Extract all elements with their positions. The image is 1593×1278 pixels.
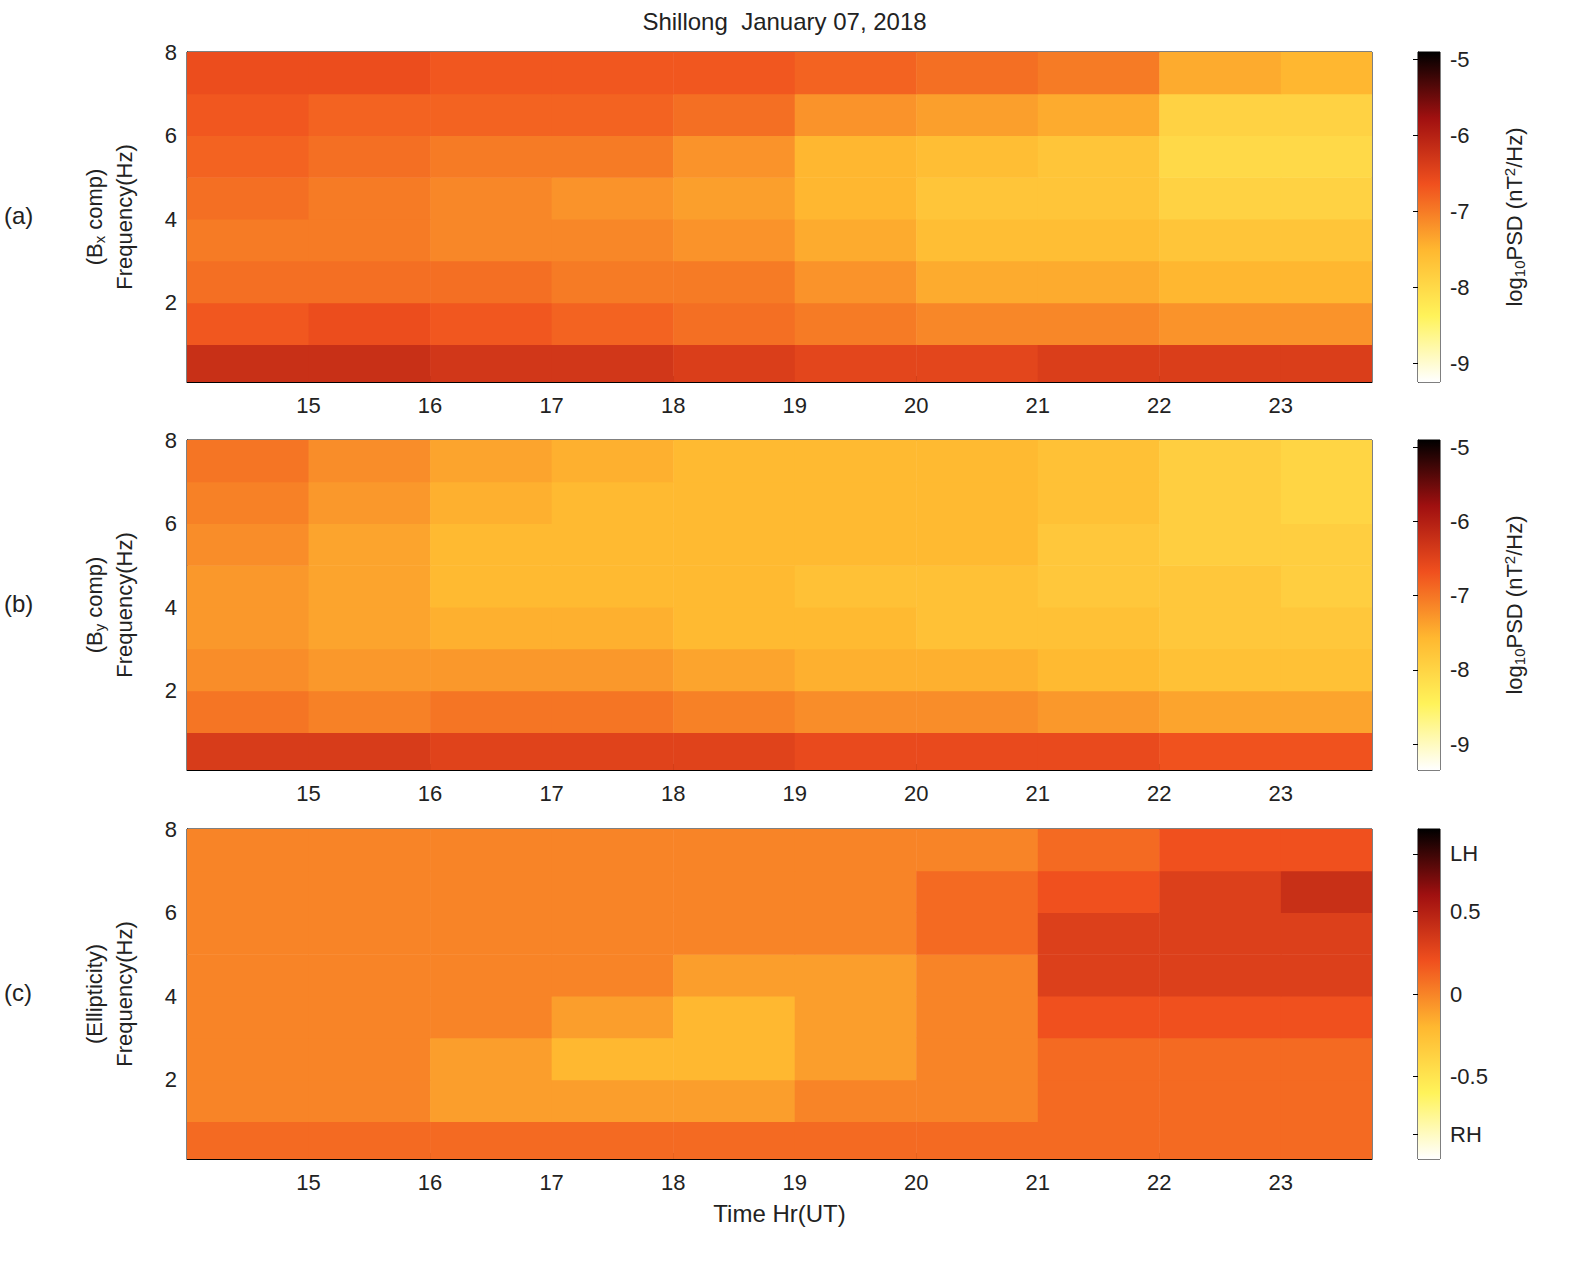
- svg-text:19: 19: [782, 393, 806, 418]
- svg-text:-7: -7: [1450, 583, 1470, 608]
- svg-text:0.5: 0.5: [1450, 899, 1481, 924]
- svg-text:(c): (c): [4, 979, 32, 1006]
- svg-text:Frequency(Hz): Frequency(Hz): [112, 532, 137, 677]
- svg-text:-6: -6: [1450, 123, 1470, 148]
- svg-text:/Hz): /Hz): [1502, 127, 1527, 167]
- svg-text:PSD (nT: PSD (nT: [1502, 564, 1527, 648]
- svg-text:2: 2: [165, 1067, 177, 1092]
- svg-text:16: 16: [418, 393, 442, 418]
- svg-text:17: 17: [539, 1170, 563, 1195]
- svg-text:-8: -8: [1450, 657, 1470, 682]
- svg-text:-0.5: -0.5: [1450, 1064, 1488, 1089]
- svg-text:(Ellipticity): (Ellipticity): [82, 944, 107, 1044]
- svg-text:20: 20: [904, 781, 928, 806]
- svg-text:21: 21: [1026, 1170, 1050, 1195]
- svg-text:6: 6: [165, 511, 177, 536]
- svg-text:0: 0: [1450, 982, 1462, 1007]
- svg-text:21: 21: [1026, 781, 1050, 806]
- svg-text:-7: -7: [1450, 199, 1470, 224]
- svg-text:23: 23: [1269, 393, 1293, 418]
- svg-text:-8: -8: [1450, 275, 1470, 300]
- svg-text:y: y: [90, 623, 108, 632]
- svg-text:4: 4: [165, 595, 177, 620]
- svg-text:18: 18: [661, 393, 685, 418]
- svg-text:8: 8: [165, 817, 177, 842]
- svg-text:4: 4: [165, 984, 177, 1009]
- svg-text:16: 16: [418, 781, 442, 806]
- svg-text:-6: -6: [1450, 509, 1470, 534]
- svg-text:23: 23: [1269, 1170, 1293, 1195]
- svg-text:LH: LH: [1450, 841, 1478, 866]
- svg-text:-5: -5: [1450, 435, 1470, 460]
- svg-text:8: 8: [165, 40, 177, 65]
- svg-text:log: log: [1502, 277, 1527, 306]
- svg-text:2: 2: [165, 290, 177, 315]
- svg-text:20: 20: [904, 1170, 928, 1195]
- svg-text:comp): comp): [82, 169, 107, 236]
- svg-text:Shillong January 07, 2018: Shillong January 07, 2018: [642, 8, 926, 35]
- svg-text:/Hz): /Hz): [1502, 515, 1527, 555]
- svg-text:comp): comp): [82, 557, 107, 624]
- svg-text:15: 15: [296, 781, 320, 806]
- svg-text:6: 6: [165, 123, 177, 148]
- svg-text:15: 15: [296, 1170, 320, 1195]
- svg-text:19: 19: [782, 781, 806, 806]
- svg-text:17: 17: [539, 393, 563, 418]
- svg-text:-5: -5: [1450, 47, 1470, 72]
- svg-text:(a): (a): [4, 202, 33, 229]
- svg-text:(B: (B: [82, 243, 107, 265]
- svg-text:(B: (B: [82, 631, 107, 653]
- svg-text:22: 22: [1147, 781, 1171, 806]
- svg-text:-9: -9: [1450, 732, 1470, 757]
- svg-text:(b): (b): [4, 590, 33, 617]
- svg-text:20: 20: [904, 393, 928, 418]
- svg-text:Time Hr(UT): Time Hr(UT): [713, 1200, 845, 1227]
- svg-text:15: 15: [296, 393, 320, 418]
- svg-text:18: 18: [661, 1170, 685, 1195]
- svg-text:18: 18: [661, 781, 685, 806]
- svg-text:16: 16: [418, 1170, 442, 1195]
- svg-text:Frequency(Hz): Frequency(Hz): [112, 921, 137, 1066]
- svg-text:2: 2: [1501, 168, 1518, 176]
- svg-text:2: 2: [165, 678, 177, 703]
- svg-text:10: 10: [1511, 260, 1528, 277]
- svg-text:2: 2: [1501, 556, 1518, 564]
- svg-text:19: 19: [782, 1170, 806, 1195]
- svg-text:21: 21: [1026, 393, 1050, 418]
- svg-text:4: 4: [165, 207, 177, 232]
- svg-text:22: 22: [1147, 393, 1171, 418]
- svg-text:8: 8: [165, 428, 177, 453]
- svg-text:x: x: [90, 235, 108, 244]
- svg-text:10: 10: [1511, 648, 1528, 665]
- svg-text:17: 17: [539, 781, 563, 806]
- svg-text:23: 23: [1269, 781, 1293, 806]
- svg-text:22: 22: [1147, 1170, 1171, 1195]
- svg-text:log: log: [1502, 665, 1527, 694]
- svg-text:-9: -9: [1450, 351, 1470, 376]
- svg-text:RH: RH: [1450, 1122, 1482, 1147]
- svg-text:PSD (nT: PSD (nT: [1502, 176, 1527, 260]
- svg-text:Frequency(Hz): Frequency(Hz): [112, 144, 137, 289]
- svg-text:6: 6: [165, 900, 177, 925]
